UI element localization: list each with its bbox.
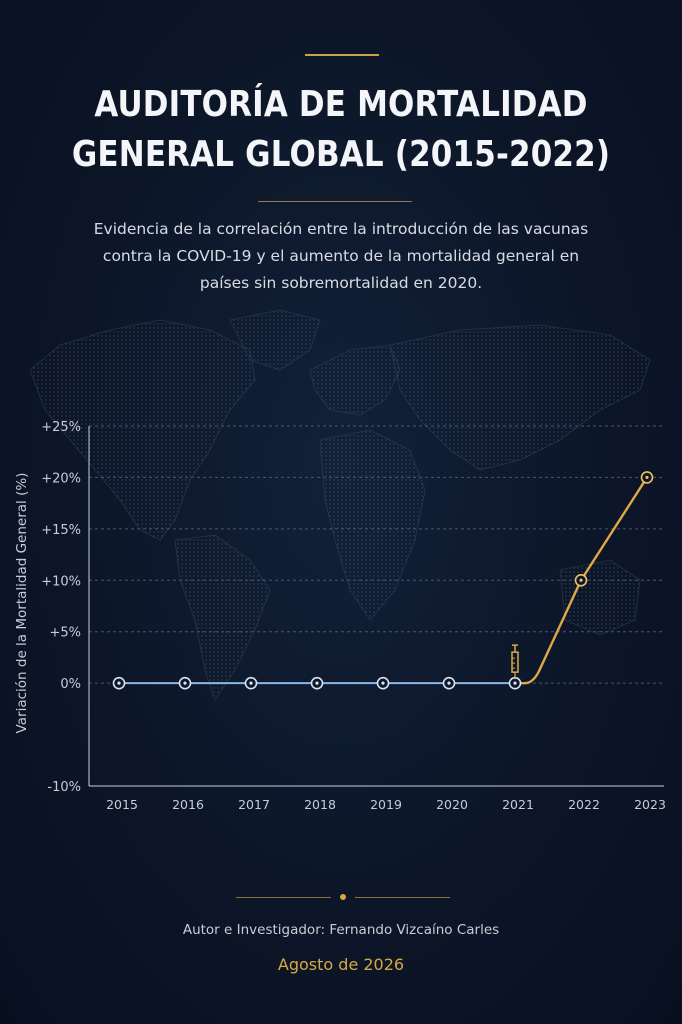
title-line-2: GENERAL GLOBAL (2015-2022) <box>71 134 611 175</box>
data-point <box>112 676 126 690</box>
page-title: AUDITORÍA DE MORTALIDAD GENERAL GLOBAL (… <box>48 80 635 180</box>
map-asia <box>389 324 651 471</box>
y-axis-title: Variación de la Mortalidad General (%) <box>14 473 30 734</box>
subtitle-line-3: países sin sobremortalidad en 2020. <box>199 274 483 292</box>
x-tick-label: 2022 <box>568 797 600 812</box>
data-point <box>244 676 258 690</box>
y-tick-label: +10% <box>41 574 81 589</box>
world-map-background <box>29 309 651 701</box>
y-tick-label: +15% <box>41 523 81 538</box>
top-divider <box>305 54 379 56</box>
y-tick-labels: -10% 0% +5% +10% +15% +20% +25% <box>41 420 81 795</box>
y-tick-label: 0% <box>60 677 81 692</box>
x-tick-label: 2023 <box>634 797 666 812</box>
grid-lines <box>89 425 664 684</box>
data-point <box>376 676 390 690</box>
map-greenland <box>229 309 321 371</box>
series-layer <box>112 471 654 690</box>
subtitle: Evidencia de la correlación entre la int… <box>70 216 612 297</box>
data-point <box>178 676 192 690</box>
data-point <box>310 676 324 690</box>
data-point <box>442 676 456 690</box>
footer-divider <box>236 892 450 904</box>
map-north-america <box>29 319 256 541</box>
x-tick-label: 2021 <box>502 797 534 812</box>
footer-dot <box>340 894 346 900</box>
x-tick-label: 2018 <box>304 797 336 812</box>
subtitle-line-2: contra la COVID-19 y el aumento de la mo… <box>102 247 580 265</box>
x-tick-label: 2016 <box>172 797 204 812</box>
map-south-america <box>174 534 271 701</box>
title-divider <box>258 201 412 202</box>
x-tick-labels: 2015 2016 2017 2018 2019 2020 2021 2022 2023 <box>106 797 666 812</box>
y-tick-label: +20% <box>41 471 81 486</box>
mortality-chart: -10%0%+5%+10%+15%+20%+25% 2015 2016 2017 20… <box>14 420 666 812</box>
title-line-1: AUDITORÍA DE MORTALIDAD <box>94 84 588 125</box>
author-credit: Autor e Investigador: Fernando Vizcaíno … <box>182 922 500 938</box>
data-point <box>508 676 522 690</box>
x-tick-label: 2019 <box>370 797 402 812</box>
y-tick-label: +25% <box>41 420 81 435</box>
publication-date: Agosto de 2026 <box>277 955 405 974</box>
x-tick-label: 2017 <box>238 797 270 812</box>
x-tick-label: 2020 <box>436 797 468 812</box>
subtitle-line-1: Evidencia de la correlación entre la int… <box>93 220 589 238</box>
series-line-increase <box>515 476 649 685</box>
data-point <box>574 573 588 587</box>
syringe-icon <box>511 644 519 680</box>
map-africa <box>319 429 426 621</box>
y-tick-label: -10% <box>47 780 81 795</box>
data-point <box>640 471 654 484</box>
y-tick-label: +5% <box>49 626 81 641</box>
map-europe <box>309 344 401 416</box>
x-tick-label: 2015 <box>106 797 138 812</box>
